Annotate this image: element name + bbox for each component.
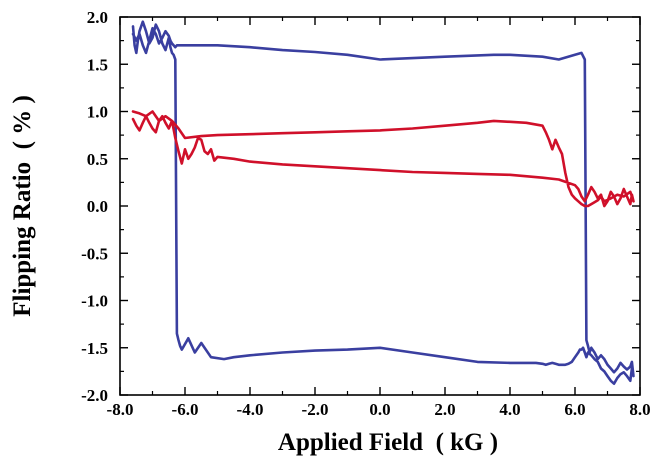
x-tick-label: -4.0 xyxy=(237,400,264,419)
y-tick-label: 0.5 xyxy=(87,150,108,169)
series-layer xyxy=(131,20,635,385)
x-axis-tick-labels: -8.0 -6.0 -4.0 -2.0 0.0 2.0 4.0 6.0 8.0 xyxy=(107,400,651,419)
x-tick-label: 8.0 xyxy=(629,400,650,419)
y-tick-label: 1.5 xyxy=(87,55,108,74)
x-tick-label: -2.0 xyxy=(302,400,329,419)
x-tick-label: 4.0 xyxy=(499,400,520,419)
y-tick-label: 0.0 xyxy=(87,197,108,216)
y-tick-label: -0.5 xyxy=(81,244,108,263)
y-tick-label: -1.0 xyxy=(81,292,108,311)
x-axis-label: Applied Field ( kG ) xyxy=(278,429,498,456)
plot-border xyxy=(119,16,641,396)
y-axis-label: Flipping Ratio ( % ) xyxy=(9,95,36,317)
series-line-2 xyxy=(131,110,635,208)
x-tick-label: -8.0 xyxy=(107,400,134,419)
y-tick-label: 2.0 xyxy=(87,8,108,27)
x-tick-label: -6.0 xyxy=(172,400,199,419)
y-axis-ticks xyxy=(120,16,640,396)
x-tick-label: 6.0 xyxy=(564,400,585,419)
y-tick-label: 1.0 xyxy=(87,103,108,122)
x-tick-label: 0.0 xyxy=(369,400,390,419)
y-tick-label: -2.0 xyxy=(81,386,108,405)
x-axis-ticks xyxy=(119,17,641,395)
y-tick-label: -1.5 xyxy=(81,339,108,358)
series-line-1 xyxy=(131,20,635,385)
x-tick-label: 2.0 xyxy=(434,400,455,419)
y-axis-tick-labels: 2.0 1.5 1.0 0.5 0.0 -0.5 -1.0 -1.5 -2.0 xyxy=(81,8,108,405)
plot-frame xyxy=(119,16,641,396)
